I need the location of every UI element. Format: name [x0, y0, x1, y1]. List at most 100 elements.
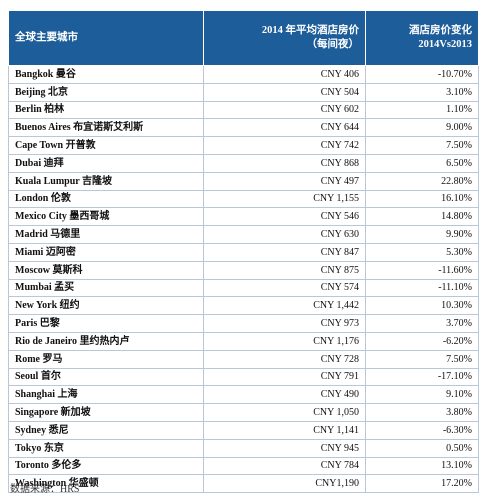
table-row: Madrid 马德里 CNY 630 9.90% [8, 225, 479, 244]
city-cell: Mexico City 墨西哥城 [8, 207, 204, 227]
table-row: Paris 巴黎 CNY 973 3.70% [8, 314, 479, 333]
change-cell: 13.10% [365, 456, 479, 476]
table-row: Singapore 新加坡 CNY 1,050 3.80% [8, 403, 479, 422]
table-row: Bangkok 曼谷 CNY 406 -10.70% [8, 65, 479, 84]
city-cell: Sydney 悉尼 [8, 420, 204, 440]
header-price: 2014 年平均酒店房价 （每间夜） [203, 10, 366, 66]
price-cell: CNY 574 [203, 278, 366, 298]
price-cell: CNY 644 [203, 118, 366, 138]
city-cell: Madrid 马德里 [8, 225, 204, 244]
price-cell: CNY 497 [203, 171, 366, 191]
table-row: Dubai 迪拜 CNY 868 6.50% [8, 153, 479, 173]
table-row: London 伦敦 CNY 1,155 16.10% [8, 189, 479, 209]
city-cell: Miami 迈阿密 [8, 242, 204, 262]
city-cell: Rome 罗马 [8, 349, 204, 369]
table-row: Beijing 北京 CNY 504 3.10% [8, 82, 479, 102]
city-cell: Mumbai 孟买 [8, 278, 204, 298]
table-row: Rio de Janeiro 里约热内卢 CNY 1,176 -6.20% [8, 331, 479, 351]
price-cell: CNY 1,155 [203, 189, 366, 209]
price-cell: CNY 847 [203, 242, 366, 262]
change-cell: 9.00% [365, 118, 479, 138]
price-cell: CNY 868 [203, 153, 366, 173]
city-cell: Seoul 首尔 [8, 367, 204, 387]
city-cell: Bangkok 曼谷 [8, 65, 204, 84]
city-cell: New York 纽约 [8, 296, 204, 316]
change-cell: 22.80% [365, 171, 479, 191]
hotel-price-table-container: 全球主要城市 2014 年平均酒店房价 （每间夜） 酒店房价变化 2014Vs2… [8, 10, 479, 494]
change-cell: 16.10% [365, 189, 479, 209]
hotel-price-table: 全球主要城市 2014 年平均酒店房价 （每间夜） 酒店房价变化 2014Vs2… [8, 10, 479, 494]
header-city-label: 全球主要城市 [15, 32, 78, 43]
table-row: Mexico City 墨西哥城 CNY 546 14.80% [8, 207, 479, 227]
city-cell: Shanghai 上海 [8, 385, 204, 405]
city-cell: Toronto 多伦多 [8, 456, 204, 476]
change-cell: 7.50% [365, 349, 479, 369]
price-cell: CNY 973 [203, 314, 366, 333]
city-cell: Buenos Aires 布宜诺斯艾利斯 [8, 118, 204, 138]
change-cell: 7.50% [365, 136, 479, 155]
price-cell: CNY 1,141 [203, 420, 366, 440]
price-cell: CNY 728 [203, 349, 366, 369]
change-cell: 1.10% [365, 100, 479, 120]
price-cell: CNY 875 [203, 260, 366, 280]
price-cell: CNY 504 [203, 82, 366, 102]
city-cell: Rio de Janeiro 里约热内卢 [8, 331, 204, 351]
city-cell: Singapore 新加坡 [8, 403, 204, 422]
city-cell: Berlin 柏林 [8, 100, 204, 120]
header-price-line2: （每间夜） [306, 39, 360, 50]
table-row: Cape Town 开普敦 CNY 742 7.50% [8, 136, 479, 155]
change-cell: -6.20% [365, 331, 479, 351]
table-row: Seoul 首尔 CNY 791 -17.10% [8, 367, 479, 387]
change-cell: -6.30% [365, 420, 479, 440]
change-cell: 9.10% [365, 385, 479, 405]
city-cell: Kuala Lumpur 吉隆坡 [8, 171, 204, 191]
header-price-line1: 2014 年平均酒店房价 [261, 25, 359, 36]
table-row: Berlin 柏林 CNY 602 1.10% [8, 100, 479, 120]
table-row: Washington 华盛顿 CNY1,190 17.20% [8, 474, 479, 494]
header-city: 全球主要城市 [8, 10, 204, 66]
price-cell: CNY 742 [203, 136, 366, 155]
city-cell: Moscow 莫斯科 [8, 260, 204, 280]
change-cell: 17.20% [365, 474, 479, 494]
table-header-row: 全球主要城市 2014 年平均酒店房价 （每间夜） 酒店房价变化 2014Vs2… [8, 10, 479, 66]
price-cell: CNY 1,442 [203, 296, 366, 316]
table-row: Rome 罗马 CNY 728 7.50% [8, 349, 479, 369]
change-cell: -11.10% [365, 278, 479, 298]
table-row: Mumbai 孟买 CNY 574 -11.10% [8, 278, 479, 298]
change-cell: 10.30% [365, 296, 479, 316]
table-body: Bangkok 曼谷 CNY 406 -10.70% Beijing 北京 CNY 50… [8, 65, 479, 494]
header-change: 酒店房价变化 2014Vs2013 [365, 10, 479, 66]
header-change-line2: 2014Vs2013 [418, 39, 472, 50]
price-cell: CNY 784 [203, 456, 366, 476]
change-cell: 0.50% [365, 438, 479, 458]
table-row: New York 纽约 CNY 1,442 10.30% [8, 296, 479, 316]
table-row: Moscow 莫斯科 CNY 875 -11.60% [8, 260, 479, 280]
change-cell: -10.70% [365, 65, 479, 84]
change-cell: 9.90% [365, 225, 479, 244]
table-row: Tokyo 东京 CNY 945 0.50% [8, 438, 479, 458]
price-cell: CNY 406 [203, 65, 366, 84]
price-cell: CNY 945 [203, 438, 366, 458]
price-cell: CNY 490 [203, 385, 366, 405]
table-row: Sydney 悉尼 CNY 1,141 -6.30% [8, 420, 479, 440]
change-cell: 6.50% [365, 153, 479, 173]
change-cell: -17.10% [365, 367, 479, 387]
city-cell: Beijing 北京 [8, 82, 204, 102]
city-cell: Washington 华盛顿 [8, 474, 204, 494]
price-cell: CNY1,190 [203, 474, 366, 494]
change-cell: 3.80% [365, 403, 479, 422]
city-cell: Paris 巴黎 [8, 314, 204, 333]
change-cell: 3.10% [365, 82, 479, 102]
price-cell: CNY 546 [203, 207, 366, 227]
data-source-note: 数据来源：HRS [10, 484, 80, 495]
change-cell: 14.80% [365, 207, 479, 227]
price-cell: CNY 791 [203, 367, 366, 387]
price-cell: CNY 1,176 [203, 331, 366, 351]
price-cell: CNY 630 [203, 225, 366, 244]
table-row: Buenos Aires 布宜诺斯艾利斯 CNY 644 9.00% [8, 118, 479, 138]
change-cell: 3.70% [365, 314, 479, 333]
price-cell: CNY 602 [203, 100, 366, 120]
table-row: Toronto 多伦多 CNY 784 13.10% [8, 456, 479, 476]
change-cell: 5.30% [365, 242, 479, 262]
city-cell: London 伦敦 [8, 189, 204, 209]
